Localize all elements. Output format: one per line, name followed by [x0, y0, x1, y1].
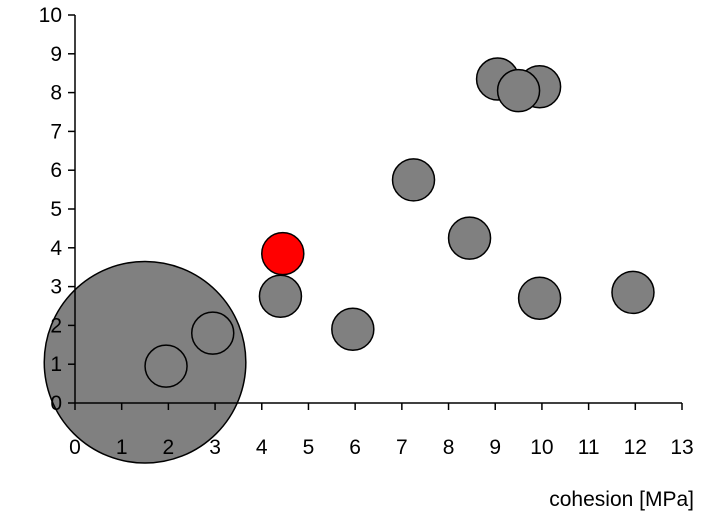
data-bubble: [391, 158, 436, 202]
bubble-layer: [43, 57, 655, 464]
x-tick-label: 3: [209, 436, 221, 459]
y-tick-group: 0 1 2 3 4 5 6 7 8 9 10: [39, 4, 75, 415]
data-bubble: [517, 276, 562, 320]
y-tick-label: 10: [39, 4, 62, 27]
x-tick-label: 10: [530, 436, 553, 459]
y-tick-label: 4: [50, 237, 62, 260]
x-tick-label: 12: [624, 436, 647, 459]
x-tick-label: 13: [670, 436, 693, 459]
y-tick-label: 7: [50, 120, 62, 143]
x-tick-label: 6: [349, 436, 361, 459]
y-tick-label: 8: [50, 82, 62, 105]
data-bubble: [190, 311, 235, 355]
data-bubble: [496, 68, 541, 113]
highlighted-bubble: [261, 231, 305, 276]
x-axis-title: cohesion [MPa]: [549, 488, 694, 511]
x-tick-label: 9: [489, 436, 501, 459]
x-tick-label: 2: [163, 436, 175, 459]
y-tick-label: 6: [50, 159, 62, 182]
data-bubble: [447, 216, 492, 260]
data-bubble: [258, 274, 303, 319]
data-bubble: [144, 344, 188, 388]
x-tick-label: 1: [116, 436, 128, 459]
x-tick-label: 5: [303, 436, 315, 459]
y-tick-label: 3: [50, 276, 62, 299]
x-tick-group: 0 1 2 3 4 5 6 7 8 9 10 11 12 13: [69, 403, 694, 459]
y-tick-label: 0: [50, 392, 62, 415]
x-tick-label: 0: [69, 436, 81, 459]
x-tick-label: 8: [443, 436, 455, 459]
y-tick-label: 5: [50, 198, 62, 221]
x-tick-label: 11: [578, 436, 600, 459]
x-tick-label: 7: [396, 436, 408, 459]
y-tick-label: 2: [50, 314, 62, 337]
y-tick-label: 9: [50, 43, 62, 66]
x-tick-label: 4: [256, 436, 268, 459]
y-tick-label: 1: [50, 353, 62, 376]
data-bubble: [331, 307, 375, 352]
data-bubble: [611, 270, 655, 315]
